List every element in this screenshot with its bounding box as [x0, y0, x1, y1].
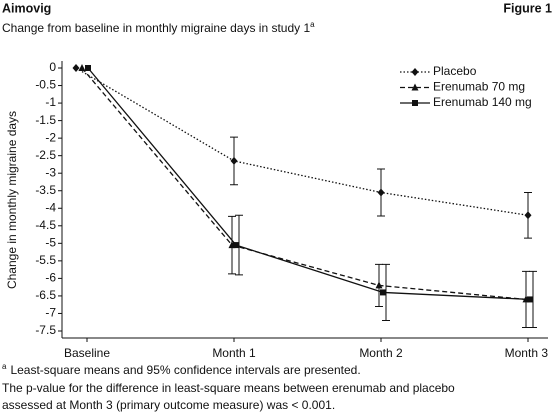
- footnote: a Least-square means and 95% confidence i…: [2, 362, 361, 377]
- marker: [72, 64, 80, 73]
- legend-label: Erenumab 140 mg: [433, 95, 532, 109]
- legend-label: Placebo: [433, 64, 477, 78]
- y-tick-label: -2: [45, 130, 56, 144]
- chart-subtitle: Change from baseline in monthly migraine…: [2, 20, 315, 35]
- marker: [375, 281, 383, 289]
- series-line: [81, 67, 527, 301]
- marker: [85, 65, 91, 72]
- legend-marker: [411, 68, 419, 76]
- y-tick-label: -0.5: [35, 78, 56, 92]
- y-tick-label: -3.5: [35, 183, 56, 197]
- y-tick-label: -6: [45, 271, 56, 285]
- y-tick-label: -3: [45, 165, 56, 179]
- x-tick-label: Month 1: [212, 346, 256, 360]
- note: assessed at Month 3 (primary outcome mea…: [2, 398, 335, 412]
- series-line: [75, 67, 529, 216]
- marker: [524, 211, 532, 220]
- y-tick-label: -2.5: [35, 148, 56, 162]
- y-tick-label: 0: [49, 60, 56, 74]
- marker: [380, 289, 386, 296]
- legend-marker: [411, 83, 419, 91]
- y-tick-label: -4.5: [35, 218, 56, 232]
- marker: [233, 242, 239, 249]
- marker: [78, 64, 86, 72]
- x-tick-label: Month 3: [505, 346, 549, 360]
- y-tick-label: -4: [45, 200, 56, 214]
- y-tick-label: -5.5: [35, 253, 56, 267]
- y-tick-label: -6.5: [35, 288, 56, 302]
- footnote-text: Least-square means and 95% confidence in…: [10, 363, 360, 377]
- subtitle-text: Change from baseline in monthly migraine…: [2, 21, 310, 35]
- y-axis-label: Change in monthly migraine days: [5, 111, 19, 289]
- marker: [527, 296, 533, 303]
- x-tick-label: Month 2: [359, 346, 403, 360]
- y-tick-label: -1: [45, 95, 56, 109]
- footnote-marker: a: [2, 362, 7, 371]
- subtitle-superscript: a: [310, 20, 315, 29]
- y-tick-label: -1.5: [35, 113, 56, 127]
- y-tick-label: -7: [45, 306, 56, 320]
- figure-label: Figure 1: [503, 1, 552, 15]
- y-tick-label: -5: [45, 236, 56, 250]
- note: The p-value for the difference in least-…: [2, 381, 455, 395]
- chart-title: Aimovig: [2, 1, 51, 15]
- legend-marker: [412, 100, 418, 106]
- marker: [230, 156, 238, 165]
- series-line: [87, 67, 531, 301]
- legend-label: Erenumab 70 mg: [433, 80, 525, 94]
- marker: [377, 188, 385, 197]
- x-tick-label: Baseline: [64, 346, 110, 360]
- y-tick-label: -7.5: [35, 323, 56, 337]
